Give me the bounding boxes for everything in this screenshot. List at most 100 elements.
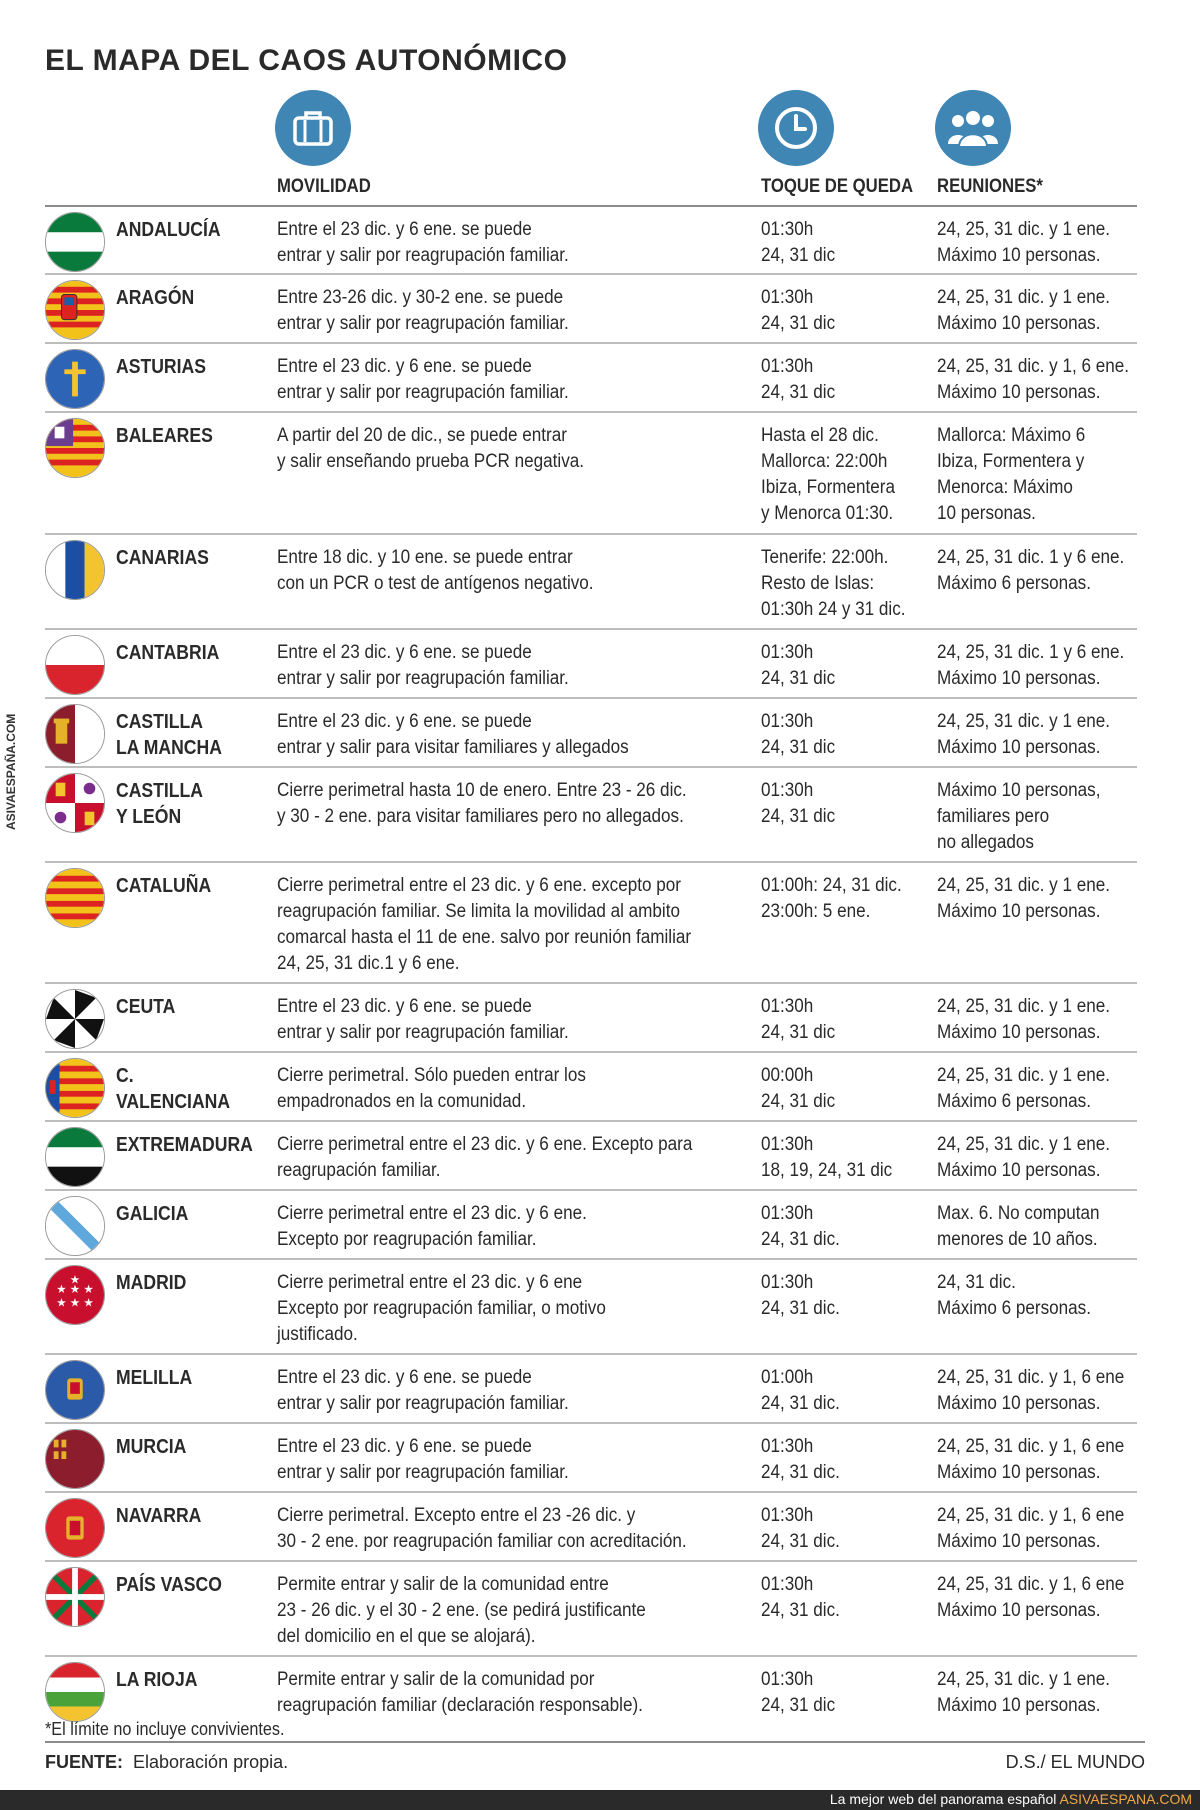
region-name: CATALUÑA: [116, 875, 212, 897]
table-row: MELILLA Entre el 23 dic. y 6 ene. se pue…: [45, 1353, 1137, 1422]
column-header-curfew: TOQUE DE QUEDA: [761, 176, 914, 197]
region-name: CANARIAS: [116, 547, 209, 569]
curfew-text: 01:30h 24, 31 dic: [761, 711, 836, 758]
region-name: BALEARES: [116, 425, 213, 447]
table-row: CATALUÑA Cierre perimetral entre el 23 d…: [45, 861, 1137, 982]
curfew-text: 01:30h 24, 31 dic: [761, 219, 836, 266]
mobility-text: Entre el 23 dic. y 6 ene. se puede entra…: [277, 642, 569, 689]
region-name: GALICIA: [116, 1203, 189, 1225]
credit: D.S./ EL MUNDO: [1005, 1752, 1145, 1772]
flag-ceuta: [45, 989, 105, 1049]
region-name: CEUTA: [116, 996, 176, 1018]
table-row: ASTURIAS Entre el 23 dic. y 6 ene. se pu…: [45, 342, 1137, 411]
curfew-text: Tenerife: 22:00h. Resto de Islas: 01:30h…: [761, 547, 906, 620]
curfew-text: 01:30h 24, 31 dic: [761, 356, 836, 403]
column-header-meetings: REUNIONES*: [937, 176, 1043, 197]
mobility-text: Entre 23-26 dic. y 30-2 ene. se puede en…: [277, 287, 569, 334]
source-label: FUENTE:: [45, 1752, 123, 1772]
svg-text:★: ★: [70, 1282, 80, 1296]
flag-madrid: ★ ★ ★ ★ ★ ★ ★: [45, 1265, 105, 1325]
meetings-text: 24, 25, 31 dic. y 1 ene. Máximo 10 perso…: [937, 219, 1111, 266]
meetings-text: Máximo 10 personas, familiares pero no a…: [937, 780, 1101, 853]
meetings-text: 24, 25, 31 dic. y 1 ene. Máximo 10 perso…: [937, 287, 1111, 334]
flag-andalucia: [45, 212, 105, 272]
meetings-text: 24, 25, 31 dic. y 1, 6 ene. Máximo 10 pe…: [937, 356, 1130, 403]
svg-text:★: ★: [56, 1296, 66, 1310]
meetings-text: 24, 25, 31 dic. y 1 ene. Máximo 10 perso…: [937, 711, 1111, 758]
flag-aragon: [45, 280, 105, 340]
regions-table: ANDALUCÍA Entre el 23 dic. y 6 ene. se p…: [45, 205, 1137, 1725]
bottom-bar-tagline: La mejor web del panorama español: [829, 1791, 1057, 1807]
meetings-text: 24, 25, 31 dic. y 1 ene. Máximo 10 perso…: [937, 1669, 1111, 1716]
region-name: ARAGÓN: [116, 287, 195, 309]
flag-canarias: [45, 540, 105, 600]
meetings-text: 24, 25, 31 dic. y 1, 6 ene Máximo 10 per…: [937, 1367, 1125, 1414]
curfew-text: 01:00h 24, 31 dic.: [761, 1367, 840, 1414]
table-row: ARAGÓN Entre 23-26 dic. y 30-2 ene. se p…: [45, 273, 1137, 342]
meetings-text: 24, 31 dic. Máximo 6 personas.: [937, 1272, 1091, 1319]
region-name: CASTILLA LA MANCHA: [116, 711, 222, 759]
flag-extremadura: [45, 1127, 105, 1187]
table-row: CASTILLA Y LEÓN Cierre perimetral hasta …: [45, 766, 1137, 861]
flag-cataluna: [45, 868, 105, 928]
flag-murcia: [45, 1429, 105, 1489]
curfew-text: 01:30h 24, 31 dic.: [761, 1203, 840, 1250]
meetings-text: 24, 25, 31 dic. y 1 ene. Máximo 6 person…: [937, 1065, 1111, 1112]
bottom-bar: La mejor web del panorama español ASIVAE…: [0, 1790, 1200, 1810]
curfew-text: 00:00h 24, 31 dic: [761, 1065, 836, 1112]
curfew-text: 01:30h 18, 19, 24, 31 dic: [761, 1134, 893, 1181]
curfew-text: 01:30h 24, 31 dic: [761, 996, 836, 1043]
mobility-text: Cierre perimetral entre el 23 dic. y 6 e…: [277, 1272, 606, 1345]
mobility-text: Entre 18 dic. y 10 ene. se puede entrar …: [277, 547, 594, 594]
clock-icon: [758, 90, 834, 166]
people-icon: [935, 90, 1011, 166]
column-header-mobility: MOVILIDAD: [277, 176, 371, 197]
region-name: LA RIOJA: [116, 1669, 198, 1691]
source: FUENTE: Elaboración propia.: [45, 1752, 288, 1773]
curfew-text: 01:30h 24, 31 dic.: [761, 1436, 840, 1483]
table-row: PAÍS VASCO Permite entrar y salir de la …: [45, 1560, 1137, 1655]
mobility-text: Cierre perimetral entre el 23 dic. y 6 e…: [277, 875, 692, 974]
mobility-text: Entre el 23 dic. y 6 ene. se puede entra…: [277, 1367, 569, 1414]
curfew-text: Hasta el 28 dic. Mallorca: 22:00h Ibiza,…: [761, 425, 896, 524]
mobility-text: Cierre perimetral hasta 10 de enero. Ent…: [277, 780, 687, 827]
flag-navarra: [45, 1498, 105, 1558]
bottom-bar-text[interactable]: La mejor web del panorama español ASIVAE…: [830, 1791, 1192, 1807]
mobility-text: Cierre perimetral. Excepto entre el 23 -…: [277, 1505, 687, 1552]
table-row: CANTABRIA Entre el 23 dic. y 6 ene. se p…: [45, 628, 1137, 697]
region-name: ASTURIAS: [116, 356, 206, 378]
meetings-text: Max. 6. No computan menores de 10 años.: [937, 1203, 1100, 1250]
flag-castilla-y-leon: [45, 773, 105, 833]
curfew-text: 01:30h 24, 31 dic.: [761, 1505, 840, 1552]
region-name: PAÍS VASCO: [116, 1574, 222, 1596]
table-row: LA RIOJA Permite entrar y salir de la co…: [45, 1655, 1137, 1725]
table-row: ★ ★ ★ ★ ★ ★ ★ MADRID Cierre perimetral entre e…: [45, 1258, 1137, 1353]
divider: [45, 1741, 1145, 1743]
curfew-text: 01:30h 24, 31 dic: [761, 287, 836, 334]
svg-text:★: ★: [70, 1296, 80, 1310]
curfew-text: 01:30h 24, 31 dic: [761, 780, 836, 827]
bottom-bar-site-link[interactable]: ASIVAESPANA.COM: [1059, 1791, 1192, 1807]
footnote: *El límite no incluye convivientes.: [45, 1719, 285, 1739]
table-row: MURCIA Entre el 23 dic. y 6 ene. se pued…: [45, 1422, 1137, 1491]
flag-c-valenciana: [45, 1058, 105, 1118]
svg-text:★: ★: [83, 1296, 93, 1310]
page-title: EL MAPA DEL CAOS AUTONÓMICO: [45, 44, 568, 77]
meetings-text: 24, 25, 31 dic. y 1 ene. Máximo 10 perso…: [937, 996, 1111, 1043]
curfew-text: 01:30h 24, 31 dic: [761, 1669, 836, 1716]
region-name: EXTREMADURA: [116, 1134, 253, 1156]
mobility-text: Entre el 23 dic. y 6 ene. se puede entra…: [277, 996, 569, 1043]
flag-cantabria: [45, 635, 105, 695]
table-row: NAVARRA Cierre perimetral. Excepto entre…: [45, 1491, 1137, 1560]
mobility-text: Entre el 23 dic. y 6 ene. se puede entra…: [277, 356, 569, 403]
table-row: EXTREMADURA Cierre perimetral entre el 2…: [45, 1120, 1137, 1189]
flag-baleares: [45, 418, 105, 478]
mobility-text: Permite entrar y salir de la comunidad e…: [277, 1574, 646, 1647]
meetings-text: 24, 25, 31 dic. y 1 ene. Máximo 10 perso…: [937, 875, 1111, 922]
table-row: C. VALENCIANA Cierre perimetral. Sólo pu…: [45, 1051, 1137, 1120]
svg-text:★: ★: [83, 1282, 93, 1296]
curfew-text: 01:30h 24, 31 dic.: [761, 1272, 840, 1319]
table-row: CEUTA Entre el 23 dic. y 6 ene. se puede…: [45, 982, 1137, 1051]
curfew-text: 01:30h 24, 31 dic: [761, 642, 836, 689]
region-name: CASTILLA Y LEÓN: [116, 780, 204, 828]
